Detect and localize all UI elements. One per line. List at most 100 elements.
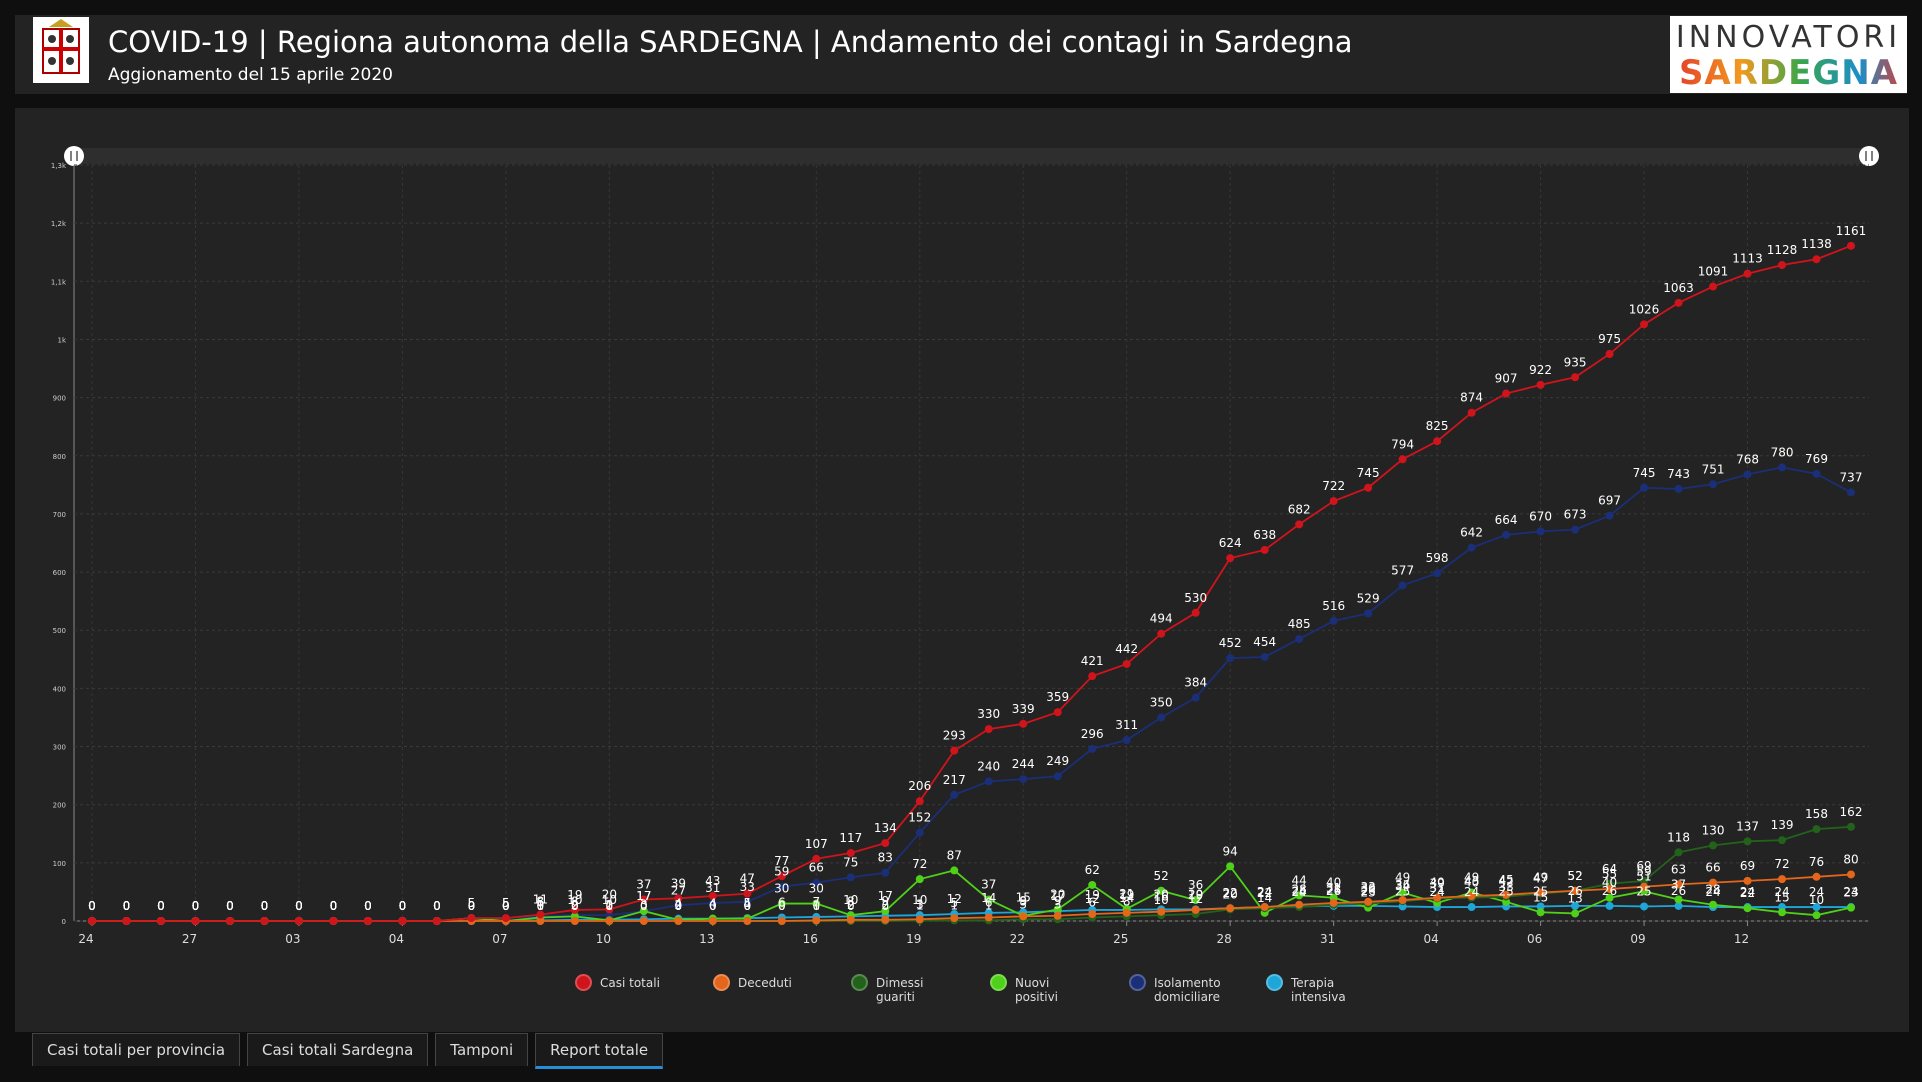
data-label: 0 bbox=[88, 899, 96, 913]
data-point bbox=[1605, 893, 1614, 902]
legend-item[interactable]: Casi totali bbox=[575, 974, 715, 991]
x-tick-label: 19 bbox=[906, 932, 921, 946]
data-label: 0 bbox=[468, 899, 476, 913]
data-label: 19 bbox=[1188, 888, 1203, 902]
data-label: 1128 bbox=[1767, 243, 1798, 257]
legend-item[interactable]: Dimessi guariti bbox=[851, 974, 991, 1004]
data-label: 0 bbox=[88, 899, 96, 913]
data-label: 13 bbox=[1567, 891, 1582, 905]
data-label: 30 bbox=[809, 882, 824, 896]
data-point bbox=[1191, 896, 1200, 905]
slider-handle[interactable] bbox=[1859, 146, 1879, 166]
legend-item[interactable]: Nuovi positivi bbox=[990, 974, 1130, 1004]
data-point bbox=[1571, 373, 1580, 382]
data-label: 3 bbox=[916, 897, 924, 911]
data-label: 49 bbox=[1533, 871, 1548, 885]
data-label: 1063 bbox=[1663, 281, 1694, 295]
data-point bbox=[1674, 848, 1683, 857]
data-point bbox=[984, 913, 993, 922]
data-label: 24 bbox=[1292, 885, 1307, 899]
data-point bbox=[1674, 880, 1683, 889]
data-point bbox=[1571, 901, 1580, 910]
data-label: 30 bbox=[1360, 882, 1375, 896]
data-label: 8 bbox=[1123, 894, 1131, 908]
series-line bbox=[92, 466, 1852, 922]
data-label: 0 bbox=[330, 899, 338, 913]
data-label: 1 bbox=[606, 898, 614, 912]
data-point bbox=[1640, 882, 1649, 891]
data-label: 45 bbox=[1498, 873, 1513, 887]
data-point bbox=[1743, 837, 1752, 846]
data-label: 0 bbox=[847, 899, 855, 913]
data-label: 55 bbox=[1602, 867, 1617, 881]
data-label: 217 bbox=[943, 773, 966, 787]
data-label: 1 bbox=[985, 898, 993, 912]
data-point bbox=[777, 899, 786, 908]
x-tick-label: 27 bbox=[182, 932, 197, 946]
data-label: 0 bbox=[881, 899, 889, 913]
tab[interactable]: Tamponi bbox=[435, 1033, 529, 1066]
data-point bbox=[1502, 890, 1511, 899]
data-label: 34 bbox=[1395, 879, 1410, 893]
data-point bbox=[88, 917, 96, 925]
data-label: 0 bbox=[537, 899, 545, 913]
data-point bbox=[1743, 470, 1752, 479]
data-label: 737 bbox=[1840, 470, 1863, 484]
data-label: 0 bbox=[88, 899, 96, 913]
data-point bbox=[881, 868, 890, 877]
data-label: 0 bbox=[364, 899, 372, 913]
legend-item[interactable]: Terapia intensiva bbox=[1266, 974, 1406, 1004]
legend-label: Deceduti bbox=[738, 976, 792, 990]
data-label: 22 bbox=[1257, 886, 1272, 900]
tab[interactable]: Report totale bbox=[535, 1033, 664, 1069]
data-label: 0 bbox=[571, 899, 579, 913]
data-point bbox=[1260, 652, 1269, 661]
data-point bbox=[1053, 708, 1062, 717]
data-point bbox=[950, 866, 959, 875]
data-point bbox=[1674, 298, 1683, 307]
data-point bbox=[1260, 545, 1269, 554]
data-point bbox=[1226, 862, 1235, 871]
data-label: 6 bbox=[985, 896, 993, 910]
data-label: 206 bbox=[908, 779, 931, 793]
data-point bbox=[1778, 261, 1787, 270]
data-point bbox=[1640, 483, 1649, 492]
data-label: 20 bbox=[1188, 887, 1203, 901]
data-label: 1138 bbox=[1801, 237, 1832, 251]
legend-item[interactable]: Deceduti bbox=[713, 974, 853, 991]
x-tick-label: 28 bbox=[1217, 932, 1232, 946]
data-label: 4 bbox=[709, 897, 717, 911]
data-label: 23 bbox=[1843, 886, 1858, 900]
tab[interactable]: Casi totali Sardegna bbox=[247, 1033, 429, 1066]
data-label: 10 bbox=[1809, 893, 1824, 907]
legend-item[interactable]: Isolamento domiciliare bbox=[1129, 974, 1269, 1004]
data-label: 935 bbox=[1564, 355, 1587, 369]
data-label: 0 bbox=[468, 899, 476, 913]
data-label: 494 bbox=[1150, 612, 1173, 626]
data-point bbox=[1088, 744, 1097, 753]
data-label: 5 bbox=[502, 896, 510, 910]
data-label: 0 bbox=[261, 899, 269, 913]
data-point bbox=[1329, 898, 1338, 907]
x-tick-label: 07 bbox=[492, 932, 507, 946]
data-point bbox=[846, 873, 855, 882]
data-label: 162 bbox=[1840, 805, 1863, 819]
data-label: 0 bbox=[157, 899, 165, 913]
data-point bbox=[881, 915, 890, 924]
tab[interactable]: Casi totali per provincia bbox=[32, 1033, 241, 1066]
data-label: 37 bbox=[981, 877, 996, 891]
data-label: 24 bbox=[1809, 885, 1824, 899]
data-label: 0 bbox=[640, 899, 648, 913]
data-label: 25 bbox=[1636, 884, 1651, 898]
data-label: 745 bbox=[1633, 466, 1656, 480]
y-tick-label: 1,3k bbox=[51, 162, 67, 170]
range-slider[interactable] bbox=[74, 148, 1869, 164]
data-label: 530 bbox=[1184, 591, 1207, 605]
data-label: 1 bbox=[916, 898, 924, 912]
y-tick-label: 700 bbox=[53, 511, 66, 519]
data-label: 59 bbox=[1636, 865, 1651, 879]
data-point bbox=[1812, 911, 1821, 920]
data-label: 24 bbox=[1464, 885, 1479, 899]
slider-handle[interactable] bbox=[64, 146, 84, 166]
